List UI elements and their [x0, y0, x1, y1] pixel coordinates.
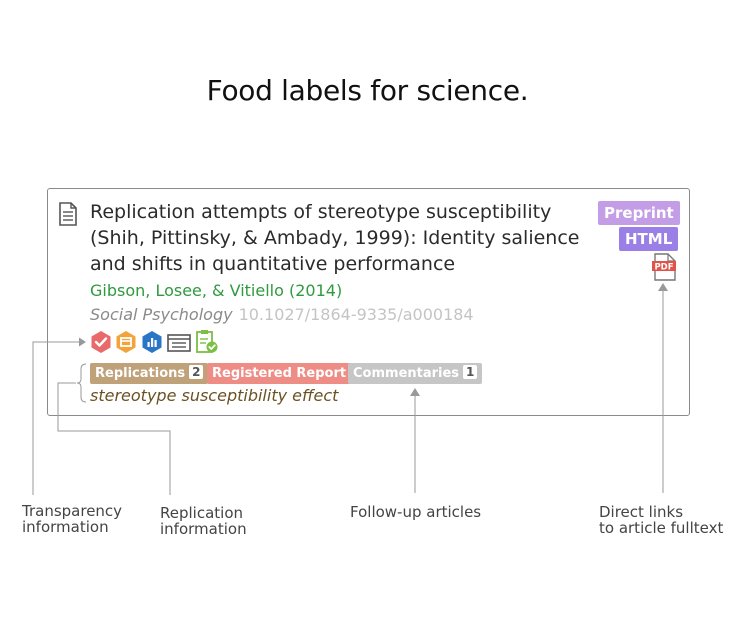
- direct-links-caption-line2: to article fulltext: [599, 519, 724, 537]
- doi-link[interactable]: 10.1027/1864-9335/a000184: [238, 305, 474, 324]
- replication-caption: Replication information: [160, 505, 247, 537]
- replications-count: 2: [189, 365, 204, 379]
- replications-tag[interactable]: Replications 2: [90, 363, 209, 384]
- transparency-connector: [32, 341, 80, 495]
- bar-chart-hexagon-icon[interactable]: [141, 330, 163, 354]
- box-hexagon-icon[interactable]: [115, 330, 137, 354]
- replications-label: Replications: [95, 366, 186, 381]
- direct-links-caption-line1: Direct links: [599, 503, 684, 521]
- clipboard-check-icon[interactable]: [195, 329, 219, 355]
- article-title[interactable]: Replication attempts of stereotype susce…: [90, 201, 580, 275]
- followup-caption: Follow-up articles: [350, 504, 481, 520]
- check-hexagon-icon[interactable]: [90, 330, 112, 354]
- replication-brace: [76, 363, 87, 403]
- pdf-icon-label: PDF: [654, 263, 673, 273]
- replication-caption-line1: Replication: [160, 504, 244, 522]
- direct-links-caption: Direct links to article fulltext: [599, 504, 723, 536]
- page-headline: Food labels for science.: [206, 74, 529, 107]
- replication-connector: [57, 382, 171, 495]
- journal-name: Social Psychology: [90, 305, 233, 324]
- registered-report-tag[interactable]: Registered Report: [207, 363, 352, 384]
- direct-links-arrowhead: [658, 283, 668, 291]
- transparency-caption: Transparency information: [22, 503, 122, 535]
- replication-caption-line2: information: [160, 520, 247, 538]
- transparency-caption-line2: information: [22, 518, 109, 536]
- article-authors: Gibson, Losee, & Vitiello (2014): [90, 281, 343, 300]
- pdf-icon[interactable]: PDF: [651, 253, 679, 281]
- commentaries-tag[interactable]: Commentaries 1: [348, 363, 483, 384]
- document-icon: [59, 202, 77, 226]
- html-button[interactable]: HTML: [619, 227, 679, 251]
- topic-label[interactable]: stereotype susceptibility effect: [90, 386, 339, 405]
- transparency-caption-line1: Transparency: [22, 502, 123, 520]
- browser-window-icon[interactable]: [167, 333, 191, 353]
- article-card: [47, 188, 690, 416]
- commentaries-count: 1: [463, 365, 478, 379]
- followup-arrowhead: [410, 388, 420, 396]
- transparency-arrowhead: [79, 337, 86, 347]
- journal-line: Social Psychology 10.1027/1864-9335/a0001…: [90, 305, 474, 324]
- commentaries-label: Commentaries: [353, 366, 460, 381]
- followup-caption-line1: Follow-up articles: [350, 503, 482, 521]
- preprint-button[interactable]: Preprint: [598, 201, 680, 225]
